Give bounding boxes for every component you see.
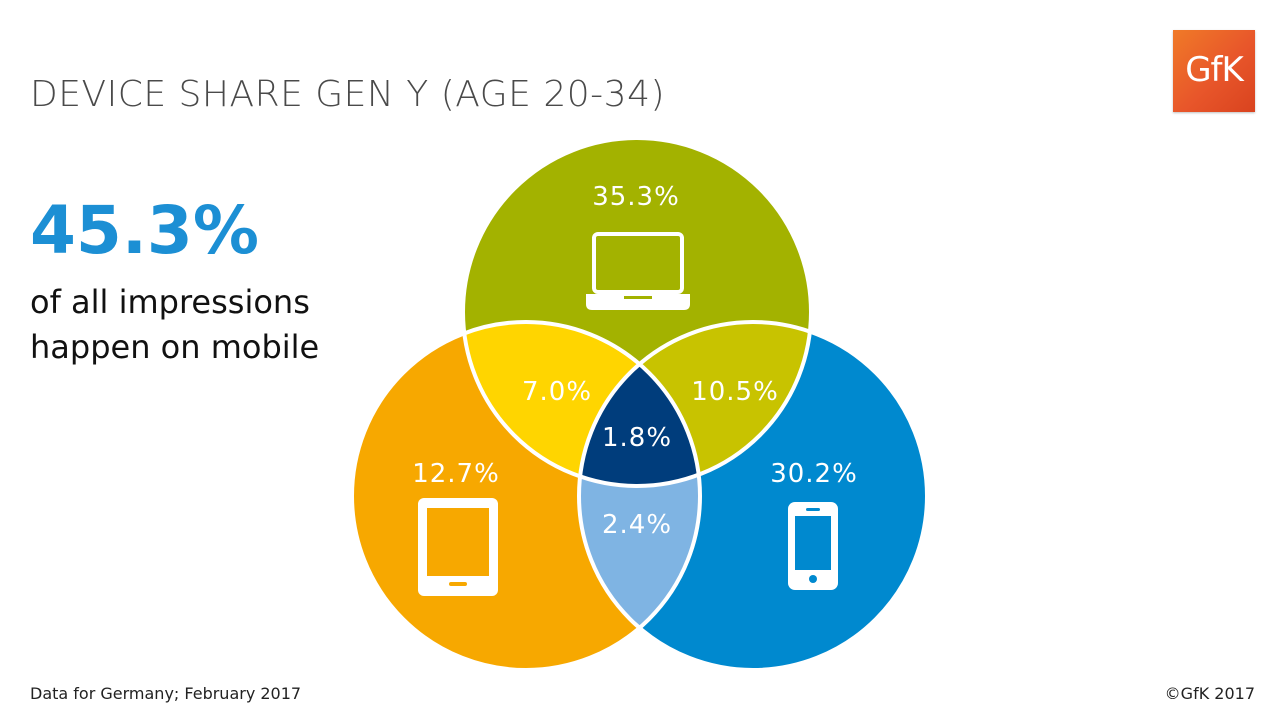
headline-statement: of all impressions happen on mobile bbox=[30, 280, 319, 370]
tablet-icon bbox=[418, 498, 498, 596]
value-all: 1.8% bbox=[602, 423, 672, 453]
value-laptop: 35.3% bbox=[592, 182, 680, 212]
page-title: DEVICE SHARE GEN Y (AGE 20-34) bbox=[30, 74, 666, 115]
value-smartphone: 30.2% bbox=[770, 459, 858, 489]
logo-text: GfK bbox=[1185, 50, 1244, 90]
value-laptop-smartphone: 10.5% bbox=[691, 377, 779, 407]
headline-line-1: of all impressions bbox=[30, 283, 310, 321]
footnote: Data for Germany; February 2017 bbox=[30, 684, 302, 703]
venn-outlines bbox=[350, 136, 929, 672]
copyright: ©GfK 2017 bbox=[1164, 684, 1255, 703]
value-laptop-tablet: 7.0% bbox=[522, 377, 592, 407]
value-tablet: 12.7% bbox=[412, 459, 500, 489]
laptop-icon bbox=[586, 232, 690, 310]
value-tablet-smartphone: 2.4% bbox=[602, 510, 672, 540]
gfk-logo: GfK bbox=[1173, 30, 1255, 112]
smartphone-icon bbox=[788, 502, 838, 590]
headline-line-2: happen on mobile bbox=[30, 328, 320, 366]
overlap-all bbox=[579, 322, 700, 486]
headline-value: 45.3% bbox=[30, 192, 259, 269]
